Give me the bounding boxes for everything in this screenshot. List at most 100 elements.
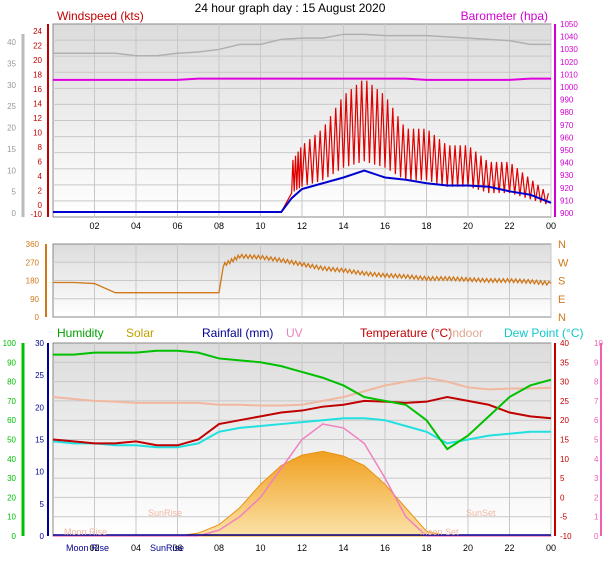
barometer-tick-label: 940 (560, 159, 574, 168)
rainfall-tick-label: 5 (40, 500, 45, 509)
legend-temperature: Temperature (°C) (360, 326, 452, 340)
indoor-line (52, 376, 552, 407)
degree-tick-label: 270 (26, 258, 40, 267)
outer-tick-label: 15 (7, 145, 16, 154)
uv-tick-label: 7 (594, 397, 599, 406)
barometer-tick-label: 910 (560, 196, 574, 205)
humidity-tick-label: 60 (7, 416, 16, 425)
panel3-x-tick-label: 22 (504, 543, 514, 553)
uv-tick-label: 2 (594, 493, 599, 502)
barometer-tick-label: 1040 (560, 33, 578, 42)
legend-uv: UV (286, 326, 303, 340)
history-trace (53, 33, 551, 57)
legend-solar: Solar (126, 326, 154, 340)
compass-tick-label: N (558, 239, 566, 251)
rainfall-tick-label: 10 (35, 468, 44, 477)
rainfall-tick-label: 15 (35, 436, 44, 445)
barometer-tick-label: 1030 (560, 45, 578, 54)
panel1-outer-ticks: 40 35 30 25 20 15 10 5 0 (7, 34, 25, 218)
panel1-x-tick-label: 00 (546, 221, 556, 231)
windspeed-axis-label: Windspeed (kts) (57, 9, 144, 23)
temperature-tick-label: 30 (560, 378, 569, 387)
panel1-x-tick-label: 18 (421, 221, 431, 231)
legend-rainfall: Rainfall (mm) (202, 326, 273, 340)
rainfall-tick-label: 25 (35, 371, 44, 380)
uv-tick-label: 9 (594, 358, 599, 367)
panel2-degree-ticks: 360 270 180 90 0 (26, 240, 47, 322)
avg-wind-line (53, 169, 552, 213)
panel3-x-tick-label: 14 (338, 543, 348, 553)
panel3-x-tick-label: 12 (297, 543, 307, 553)
degree-tick-label: 90 (30, 295, 39, 304)
humidity-tick-label: 10 (7, 513, 16, 522)
barometer-tick-label: 960 (560, 133, 574, 142)
rainfall-tick-label: 30 (35, 339, 44, 348)
windspeed-tick-label: 6 (38, 158, 43, 167)
panel3-x-tick-label: 00 (546, 543, 556, 553)
barometer-tick-label: 1010 (560, 70, 578, 79)
panel1-x-tick-label: 22 (504, 221, 514, 231)
sunrise-ghost-label: SunRise (148, 508, 182, 518)
humidity-tick-label: 30 (7, 474, 16, 483)
windspeed-tick-label: 4 (38, 172, 43, 181)
barometer-tick-label: 970 (560, 121, 574, 130)
temperature-tick-label: 35 (560, 358, 569, 367)
uv-tick-label: 10 (594, 339, 603, 348)
uv-tick-label: 8 (594, 378, 599, 387)
humidity-tick-label: 80 (7, 378, 16, 387)
humidity-tick-label: 70 (7, 397, 16, 406)
windspeed-tick-label: 12 (33, 114, 42, 123)
panel1-x-tick-label: 08 (214, 221, 224, 231)
temperature-tick-label: 25 (560, 397, 569, 406)
temperature-tick-label: 15 (560, 436, 569, 445)
dewpoint-line (52, 417, 551, 449)
panel1-x-tick-label: 02 (89, 221, 99, 231)
barometer-tick-label: 950 (560, 146, 574, 155)
barometer-tick-label: 920 (560, 184, 574, 193)
temperature-tick-label: 0 (560, 493, 565, 502)
barometer-line (53, 77, 551, 81)
barometer-tick-label: 930 (560, 171, 574, 180)
uv-tick-label: 5 (594, 436, 599, 445)
panel1-series (53, 33, 552, 213)
panel3-legend: Humidity Solar Rainfall (mm) UV Temperat… (57, 326, 583, 340)
compass-tick-label: E (558, 294, 565, 306)
outer-tick-label: 30 (7, 81, 16, 90)
outer-tick-label: 40 (7, 38, 16, 47)
wind-direction-line (53, 253, 552, 294)
panel3-series (52, 349, 552, 537)
humidity-tick-label: 90 (7, 358, 16, 367)
panel1-x-tick-label: 10 (255, 221, 265, 231)
uv-tick-label: 3 (594, 474, 599, 483)
chart-title: 24 hour graph day : 15 August 2020 (195, 1, 386, 15)
panel1-x-ticks: 02 04 06 08 10 12 14 16 18 20 22 00 (89, 221, 556, 231)
uv-tick-label: 4 (594, 455, 599, 464)
barometer-tick-label: 900 (560, 209, 574, 218)
uv-tick-label: 1 (594, 513, 599, 522)
panel1-x-tick-label: 12 (297, 221, 307, 231)
panel1-x-tick-label: 20 (463, 221, 473, 231)
degree-tick-label: 0 (35, 313, 40, 322)
windspeed-tick-label: 0 (38, 201, 43, 210)
legend-humidity: Humidity (57, 326, 104, 340)
legend-indoor: Indoor (449, 326, 483, 340)
outer-tick-label: 25 (7, 102, 16, 111)
windspeed-tick-label: 2 (38, 187, 43, 196)
windspeed-line (53, 80, 549, 213)
humidity-line (53, 349, 552, 451)
windspeed-tick-label: 24 (33, 27, 42, 36)
outer-tick-label: 5 (12, 188, 17, 197)
panel3-x-tick-label: 06 (172, 543, 182, 553)
windspeed-tick-label: 16 (33, 85, 42, 94)
temperature-tick-label: -10 (560, 532, 572, 541)
legend-dewpoint: Dew Point (°C) (504, 326, 583, 340)
outer-tick-label: 35 (7, 59, 16, 68)
degree-tick-label: 360 (26, 240, 40, 249)
humidity-tick-label: 40 (7, 455, 16, 464)
temperature-line (52, 396, 552, 447)
